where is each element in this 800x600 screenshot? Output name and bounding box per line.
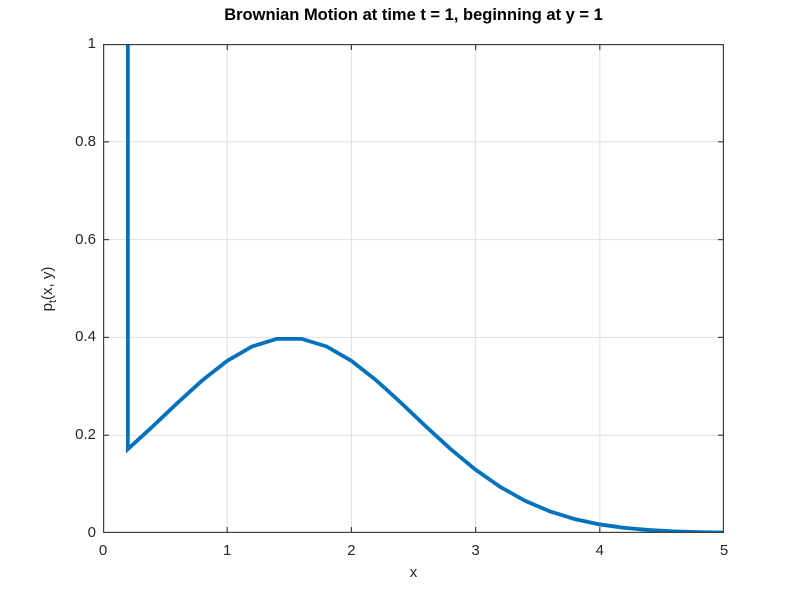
x-axis-label: x [409,564,418,581]
y-tick-label: 0.2 [75,426,96,444]
y-axis-label-rest: (x, y) [39,266,56,300]
y-axis-label-subscript: t [47,299,59,304]
axes-box [103,44,724,533]
y-tick-label: 0.4 [75,328,96,346]
y-tick-label: 0.6 [75,230,96,248]
x-tick-label: 1 [223,542,232,559]
x-tick-label: 4 [595,542,604,559]
y-axis-label: pt(x, y) [39,267,59,312]
x-tick-label: 0 [98,542,108,559]
x-tick-label: 3 [471,542,480,559]
x-tick-label: 2 [347,542,356,559]
y-axis-label-base: p [39,303,56,312]
x-tick-label: 5 [719,542,729,559]
plot-area [103,44,724,533]
plot-canvas [103,44,724,533]
y-tick-label: 1 [87,35,96,52]
density-curve [125,44,724,533]
y-tick-label: 0 [87,524,96,541]
y-tick-label: 0.8 [75,132,96,150]
chart-title: Brownian Motion at time t = 1, beginning… [224,6,603,24]
